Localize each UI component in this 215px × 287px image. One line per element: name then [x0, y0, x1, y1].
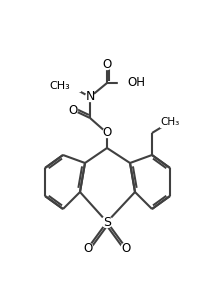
Text: O: O: [102, 127, 112, 139]
FancyBboxPatch shape: [60, 81, 80, 91]
Text: O: O: [68, 104, 78, 117]
Text: S: S: [103, 216, 111, 228]
Text: O: O: [121, 241, 131, 255]
Text: O: O: [83, 241, 93, 255]
Text: CH₃: CH₃: [160, 117, 180, 127]
Circle shape: [121, 243, 131, 253]
Circle shape: [103, 61, 112, 69]
Circle shape: [103, 129, 112, 137]
Text: N: N: [85, 90, 95, 104]
FancyBboxPatch shape: [118, 78, 136, 88]
FancyBboxPatch shape: [160, 117, 180, 127]
Circle shape: [69, 106, 77, 115]
Text: OH: OH: [127, 77, 145, 90]
Circle shape: [86, 92, 95, 102]
Text: O: O: [102, 59, 112, 71]
Text: CH₃: CH₃: [49, 81, 70, 91]
Circle shape: [101, 216, 112, 228]
Circle shape: [83, 243, 93, 253]
